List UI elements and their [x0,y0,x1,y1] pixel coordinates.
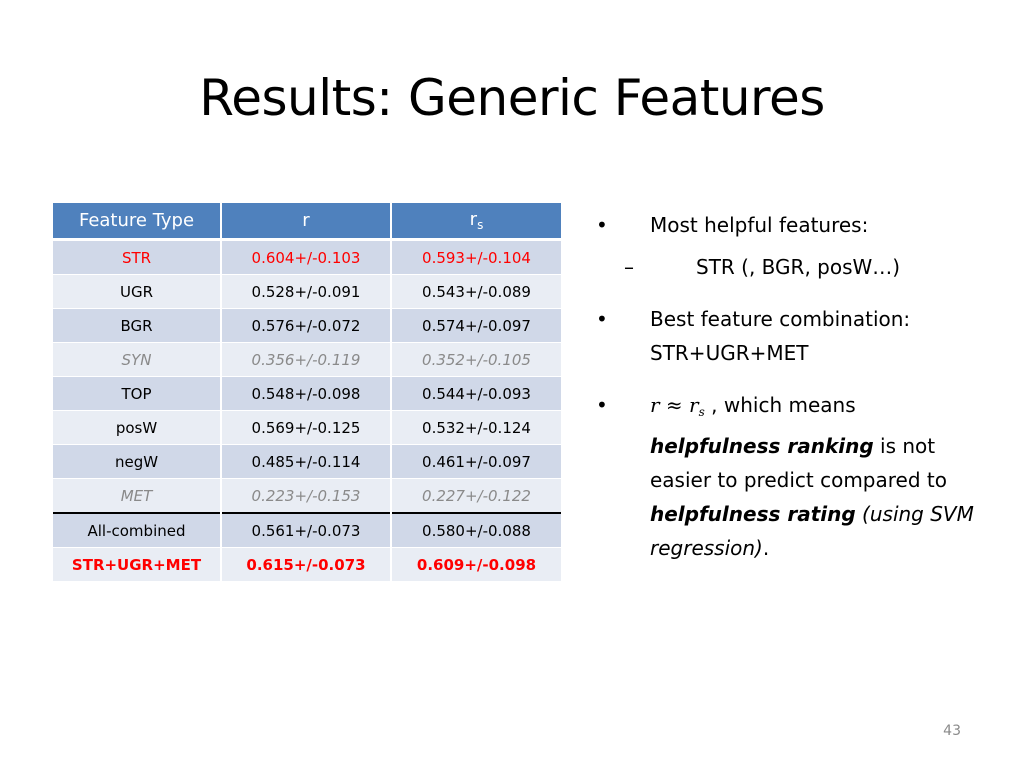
bold-ranking: helpfulness ranking [650,434,874,458]
bullet-list: • Most helpful features: – STR (, BGR, p… [596,208,986,573]
cell-r: 0.561+/-0.073 [221,512,392,548]
bullet-ranking-vs-rating: • r ≈ rs , which means helpfulness ranki… [596,388,986,565]
cell-r: 0.548+/-0.098 [221,376,392,411]
math-approx: ≈ [665,393,683,417]
cell-r: 0.576+/-0.072 [221,308,392,343]
table-row: SYN 0.356+/-0.119 0.352+/-0.105 [53,342,561,377]
header-rs-subscript: s [477,218,484,232]
cell-feature: TOP [53,376,222,411]
sub-bullet-dash: – [624,255,634,279]
cell-r: 0.615+/-0.073 [221,547,392,582]
cell-rs: 0.352+/-0.105 [391,342,561,377]
table-row: STR 0.604+/-0.103 0.593+/-0.104 [53,239,561,275]
table-row: BGR 0.576+/-0.072 0.574+/-0.097 [53,308,561,343]
cell-feature: UGR [53,274,222,309]
cell-r: 0.485+/-0.114 [221,444,392,479]
table-row: STR+UGR+MET 0.615+/-0.073 0.609+/-0.098 [53,547,561,582]
cell-rs: 0.543+/-0.089 [391,274,561,309]
bullet-text-line2: STR+UGR+MET [650,341,809,365]
header-rs-base: r [469,209,478,230]
cell-rs: 0.609+/-0.098 [391,547,561,582]
table-row: negW 0.485+/-0.114 0.461+/-0.097 [53,444,561,479]
math-r: r [650,393,660,417]
bullet-dot: • [596,393,608,417]
bullet-text-line1: Best feature combination: [650,307,911,331]
cell-rs: 0.593+/-0.104 [391,239,561,275]
cell-feature: posW [53,410,222,445]
cell-r: 0.356+/-0.119 [221,342,392,377]
math-rs-base: r [689,393,699,417]
cell-rs: 0.580+/-0.088 [391,512,561,548]
sub-bullet-text: STR (, BGR, posW…) [696,255,901,279]
math-rs: rs [689,393,705,419]
cell-feature: STR [53,239,222,275]
cell-feature: SYN [53,342,222,377]
bullet-end: . [762,536,770,560]
table-header-row: Feature Type r rs [53,203,561,241]
bullet-most-helpful: • Most helpful features: [596,208,986,242]
bullet-text: , which means [711,393,856,417]
cell-feature: All-combined [53,512,222,548]
math-rs-subscript: s [698,405,705,419]
table-row: All-combined 0.561+/-0.073 0.580+/-0.088 [53,512,561,548]
cell-feature: negW [53,444,222,479]
cell-rs: 0.532+/-0.124 [391,410,561,445]
results-table: Feature Type r rs STR 0.604+/-0.103 0.59… [53,203,561,582]
cell-rs: 0.227+/-0.122 [391,478,561,514]
bullet-dot: • [596,307,608,331]
slide-title: Results: Generic Features [199,69,825,127]
cell-r: 0.528+/-0.091 [221,274,392,309]
italic-note: (using SVM regression) [650,502,974,560]
bold-rating: helpfulness rating [650,502,856,526]
table-row: UGR 0.528+/-0.091 0.543+/-0.089 [53,274,561,309]
cell-rs: 0.544+/-0.093 [391,376,561,411]
cell-feature: MET [53,478,222,514]
cell-rs: 0.461+/-0.097 [391,444,561,479]
header-r: r [221,203,392,241]
header-rs: rs [391,203,561,241]
cell-feature: BGR [53,308,222,343]
bullet-text: is not easier to predict compared to [650,434,947,492]
header-feature-type: Feature Type [53,203,222,241]
bullet-dot: • [596,213,608,237]
cell-feature: STR+UGR+MET [53,547,222,582]
cell-r: 0.223+/-0.153 [221,478,392,514]
cell-r: 0.569+/-0.125 [221,410,392,445]
table-row: TOP 0.548+/-0.098 0.544+/-0.093 [53,376,561,411]
cell-r: 0.604+/-0.103 [221,239,392,275]
table-row: posW 0.569+/-0.125 0.532+/-0.124 [53,410,561,445]
table-row: MET 0.223+/-0.153 0.227+/-0.122 [53,478,561,514]
sub-bullet-features: – STR (, BGR, posW…) [596,250,986,284]
bullet-text: Most helpful features: [650,213,869,237]
bullet-best-combination: • Best feature combination: STR+UGR+MET [596,302,986,370]
page-number: 43 [943,723,961,739]
cell-rs: 0.574+/-0.097 [391,308,561,343]
